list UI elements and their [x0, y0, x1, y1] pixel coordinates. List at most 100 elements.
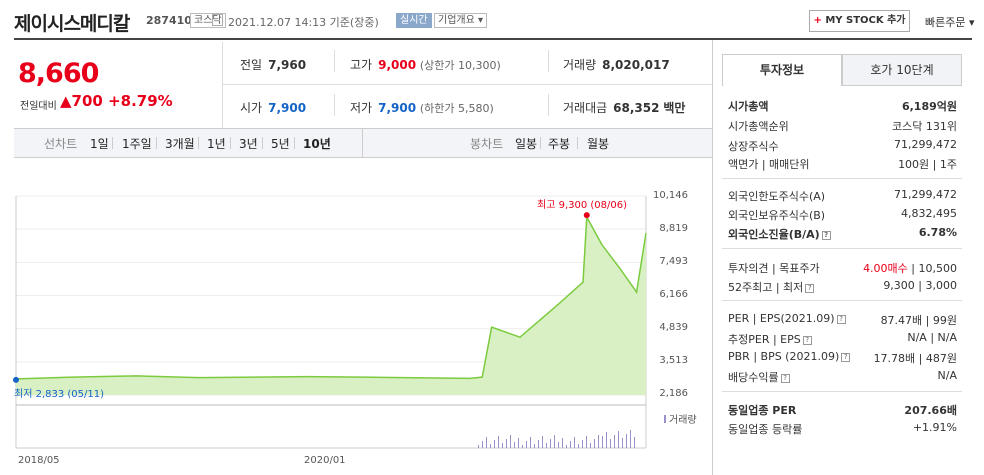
- sector-per-value: 207.66배: [904, 404, 957, 417]
- per-eps-value: 87.47배 | 99원: [880, 314, 957, 327]
- volume-bar: [542, 436, 543, 448]
- period-1d[interactable]: 1일: [90, 137, 109, 151]
- divider: [540, 137, 541, 149]
- 52w-label: 52주최고 | 최저?: [728, 279, 815, 295]
- divider: [262, 137, 263, 149]
- opinion-value: 4.00매수 | 10,500: [863, 260, 957, 276]
- y-tick: 2,186: [659, 388, 688, 399]
- max-label: 최고 9,300 (08/06): [537, 200, 628, 211]
- volume-bar: [558, 442, 559, 448]
- low-price: 저가 7,900 (하한가 5,580): [350, 99, 494, 116]
- help-icon[interactable]: ?: [836, 314, 846, 324]
- divider: [362, 128, 363, 158]
- calendar-icon: [212, 14, 223, 26]
- y-tick: 7,493: [659, 256, 688, 267]
- period-5y[interactable]: 5년: [271, 137, 290, 151]
- y-tick: 8,819: [659, 223, 688, 234]
- divider: [722, 178, 962, 179]
- help-icon[interactable]: ?: [805, 283, 815, 293]
- high-price: 고가 9,000 (상한가 10,300): [350, 56, 501, 73]
- opinion-label: 투자의견 | 목표주가: [728, 262, 820, 275]
- volume-legend-swatch: [664, 415, 666, 423]
- dividend-text: 배당수익률: [728, 371, 779, 384]
- tab-orderbook[interactable]: 호가 10단계: [842, 54, 962, 86]
- amount-label: 거래대금: [563, 101, 608, 115]
- max-point-marker: [583, 212, 590, 219]
- par-value-value: 100원 | 1주: [898, 158, 957, 171]
- change-amount: 700: [71, 92, 103, 110]
- divider: [294, 137, 295, 149]
- period-10y[interactable]: 10년: [303, 137, 331, 151]
- min-point-marker: [13, 376, 19, 383]
- sector-per-label[interactable]: 동일업종 PER: [728, 404, 797, 417]
- high-label: 고가: [350, 58, 373, 72]
- help-icon[interactable]: ?: [821, 230, 831, 240]
- foreign-limit-value: 71,299,472: [894, 188, 957, 201]
- low-value: 7,900: [378, 101, 417, 115]
- sector-change-label[interactable]: 동일업종 등락률: [728, 423, 803, 436]
- divider: [722, 391, 962, 392]
- help-icon[interactable]: ?: [780, 373, 790, 383]
- help-icon[interactable]: ?: [802, 335, 812, 345]
- per-eps-label: PER | EPS(2021.09)?: [728, 312, 846, 325]
- per-eps-text: PER | EPS(2021.09): [728, 312, 835, 325]
- volume-bar: [598, 435, 599, 448]
- pbr-bps-value: 17.78배 | 487원: [873, 352, 957, 365]
- volume-bar: [518, 438, 519, 448]
- market-cap-rank-label[interactable]: 시가총액순위: [728, 120, 789, 133]
- open-label: 시가: [240, 101, 263, 115]
- x-tick: 2018/05: [18, 455, 60, 466]
- foreign-ratio-label: 외국인소진율(B/A)?: [728, 226, 831, 242]
- volume-legend-label: 거래량: [669, 415, 697, 426]
- realtime-badge[interactable]: 실시간: [396, 13, 432, 28]
- add-mystock-button[interactable]: + MY STOCK 추가: [809, 10, 910, 32]
- volume-bar: [490, 444, 491, 448]
- volume-bar: [550, 439, 551, 448]
- low-label: 저가: [350, 101, 373, 115]
- divider: [722, 300, 962, 301]
- volume-bar: [566, 445, 567, 448]
- dividend-label: 배당수익률?: [728, 369, 790, 385]
- listed-shares-label: 상장주식수: [728, 140, 779, 153]
- tab-invest-info[interactable]: 투자정보: [722, 54, 842, 86]
- period-3y[interactable]: 3년: [239, 137, 258, 151]
- amount-value: 68,352: [613, 101, 660, 115]
- lower-limit: (하한가 5,580): [419, 102, 494, 115]
- volume-bar: [610, 439, 611, 448]
- period-3m[interactable]: 3개월: [165, 137, 195, 151]
- stock-name: 제이시스메디칼: [14, 13, 130, 35]
- pbr-bps-text: PBR | BPS (2021.09): [728, 350, 840, 363]
- market-cap-value: 6,189억원: [901, 100, 957, 113]
- period-1y[interactable]: 1년: [207, 137, 226, 151]
- volume-bar: [586, 436, 587, 448]
- est-per-text: 추정PER | EPS: [728, 333, 801, 346]
- divider: [222, 84, 712, 85]
- upper-limit: (상한가 10,300): [419, 59, 501, 72]
- pbr-bps-label: PBR | BPS (2021.09)?: [728, 350, 851, 363]
- 52w-text: 52주최고 | 최저: [728, 281, 804, 294]
- volume-bar: [498, 436, 499, 448]
- candle-monthly[interactable]: 월봉: [587, 137, 610, 151]
- y-tick: 6,166: [659, 289, 688, 300]
- candle-daily[interactable]: 일봉: [515, 137, 538, 151]
- divider: [156, 137, 157, 149]
- volume-bar: [622, 438, 623, 448]
- quick-order-dropdown[interactable]: 빠른주문 ▾: [925, 16, 975, 29]
- divider: [334, 94, 335, 116]
- volume-bar: [530, 437, 531, 448]
- volume-value: 8,020,017: [602, 58, 670, 72]
- dividend-value: N/A: [937, 369, 957, 382]
- amount-unit: 백만: [663, 101, 686, 115]
- volume-bar: [578, 444, 579, 448]
- volume-bar: [482, 441, 483, 448]
- period-1w[interactable]: 1주일: [122, 137, 152, 151]
- 52w-value: 9,300 | 3,000: [883, 279, 957, 292]
- candle-weekly[interactable]: 주봉: [548, 137, 571, 151]
- prev-value: 7,960: [268, 58, 307, 72]
- up-arrow-icon: ▲: [60, 92, 72, 110]
- help-icon[interactable]: ?: [841, 352, 851, 362]
- company-overview-dropdown[interactable]: 기업개요 ▾: [434, 13, 487, 28]
- period-bar: [14, 128, 713, 158]
- volume-bar: [602, 436, 603, 448]
